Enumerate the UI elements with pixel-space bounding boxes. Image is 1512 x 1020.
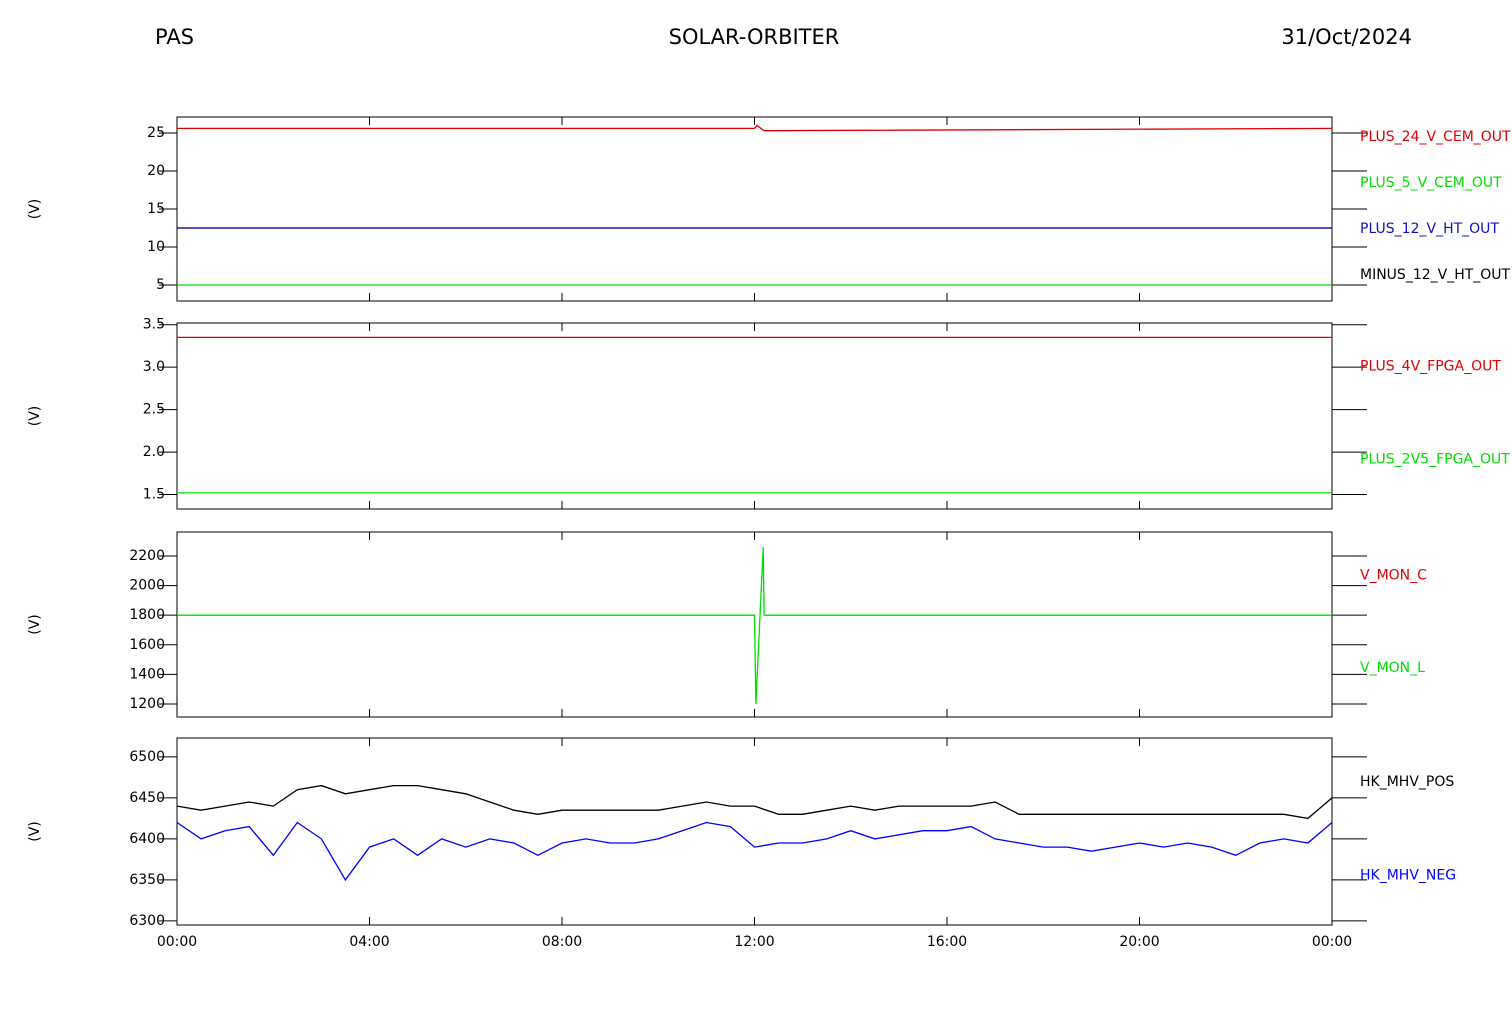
y-tick-label: 6500 bbox=[129, 749, 165, 765]
x-tick-label: 00:00 bbox=[1312, 934, 1352, 950]
legend-label: V_MON_C bbox=[1360, 567, 1427, 583]
plot-frame bbox=[176, 116, 1333, 302]
legend-label: PLUS_12_V_HT_OUT bbox=[1360, 221, 1499, 237]
y-tick-label: 1600 bbox=[129, 637, 165, 653]
x-tick-label: 12:00 bbox=[734, 934, 774, 950]
series-line bbox=[177, 124, 1332, 132]
header-left: PAS bbox=[155, 25, 194, 49]
legend-label: PLUS_5_V_CEM_OUT bbox=[1360, 175, 1502, 191]
y-tick-label: 1800 bbox=[129, 607, 165, 623]
x-tick-label: 04:00 bbox=[349, 934, 389, 950]
y-tick-label: 15 bbox=[147, 201, 165, 217]
x-tick-label: 08:00 bbox=[542, 934, 582, 950]
y-tick-label: 20 bbox=[147, 163, 165, 179]
legend-label: PLUS_24_V_CEM_OUT bbox=[1360, 129, 1511, 145]
y-tick-label: 6400 bbox=[129, 831, 165, 847]
y-tick-label: 2.0 bbox=[143, 444, 165, 460]
y-axis-label: (V) bbox=[27, 199, 43, 220]
y-tick-label: 3.0 bbox=[143, 359, 165, 375]
x-tick-label: 00:00 bbox=[157, 934, 197, 950]
y-tick-label: 2000 bbox=[129, 578, 165, 594]
header-title: SOLAR-ORBITER bbox=[669, 25, 840, 49]
legend-label: HK_MHV_POS bbox=[1360, 774, 1454, 790]
y-tick-label: 6300 bbox=[129, 913, 165, 929]
series-line bbox=[177, 821, 1332, 882]
y-tick-label: 10 bbox=[147, 239, 165, 255]
y-tick-label: 3.5 bbox=[143, 317, 165, 333]
y-axis-label: (V) bbox=[27, 614, 43, 635]
y-tick-label: 1.5 bbox=[143, 487, 165, 503]
series-line bbox=[177, 547, 1332, 705]
y-tick-label: 1400 bbox=[129, 666, 165, 682]
legend-label: PLUS_2V5_FPGA_OUT bbox=[1360, 452, 1510, 468]
legend-label: HK_MHV_NEG bbox=[1360, 867, 1456, 883]
y-tick-label: 1200 bbox=[129, 696, 165, 712]
legend-label: MINUS_12_V_HT_OUT bbox=[1360, 267, 1511, 283]
y-tick-label: 6350 bbox=[129, 872, 165, 888]
y-axis-label: (V) bbox=[27, 406, 43, 427]
header-date: 31/Oct/2024 bbox=[1281, 25, 1412, 49]
y-tick-label: 2200 bbox=[129, 548, 165, 564]
y-tick-label: 25 bbox=[147, 125, 165, 141]
x-tick-label: 16:00 bbox=[927, 934, 967, 950]
plot-frame bbox=[176, 322, 1333, 510]
y-tick-label: 2.5 bbox=[143, 402, 165, 418]
legend-label: PLUS_4V_FPGA_OUT bbox=[1360, 359, 1501, 375]
y-tick-label: 6450 bbox=[129, 790, 165, 806]
x-tick-label: 20:00 bbox=[1119, 934, 1159, 950]
legend-label: V_MON_L bbox=[1360, 660, 1425, 676]
y-axis-label: (V) bbox=[27, 821, 43, 842]
plot-frame bbox=[176, 737, 1333, 926]
series-line bbox=[177, 784, 1332, 820]
